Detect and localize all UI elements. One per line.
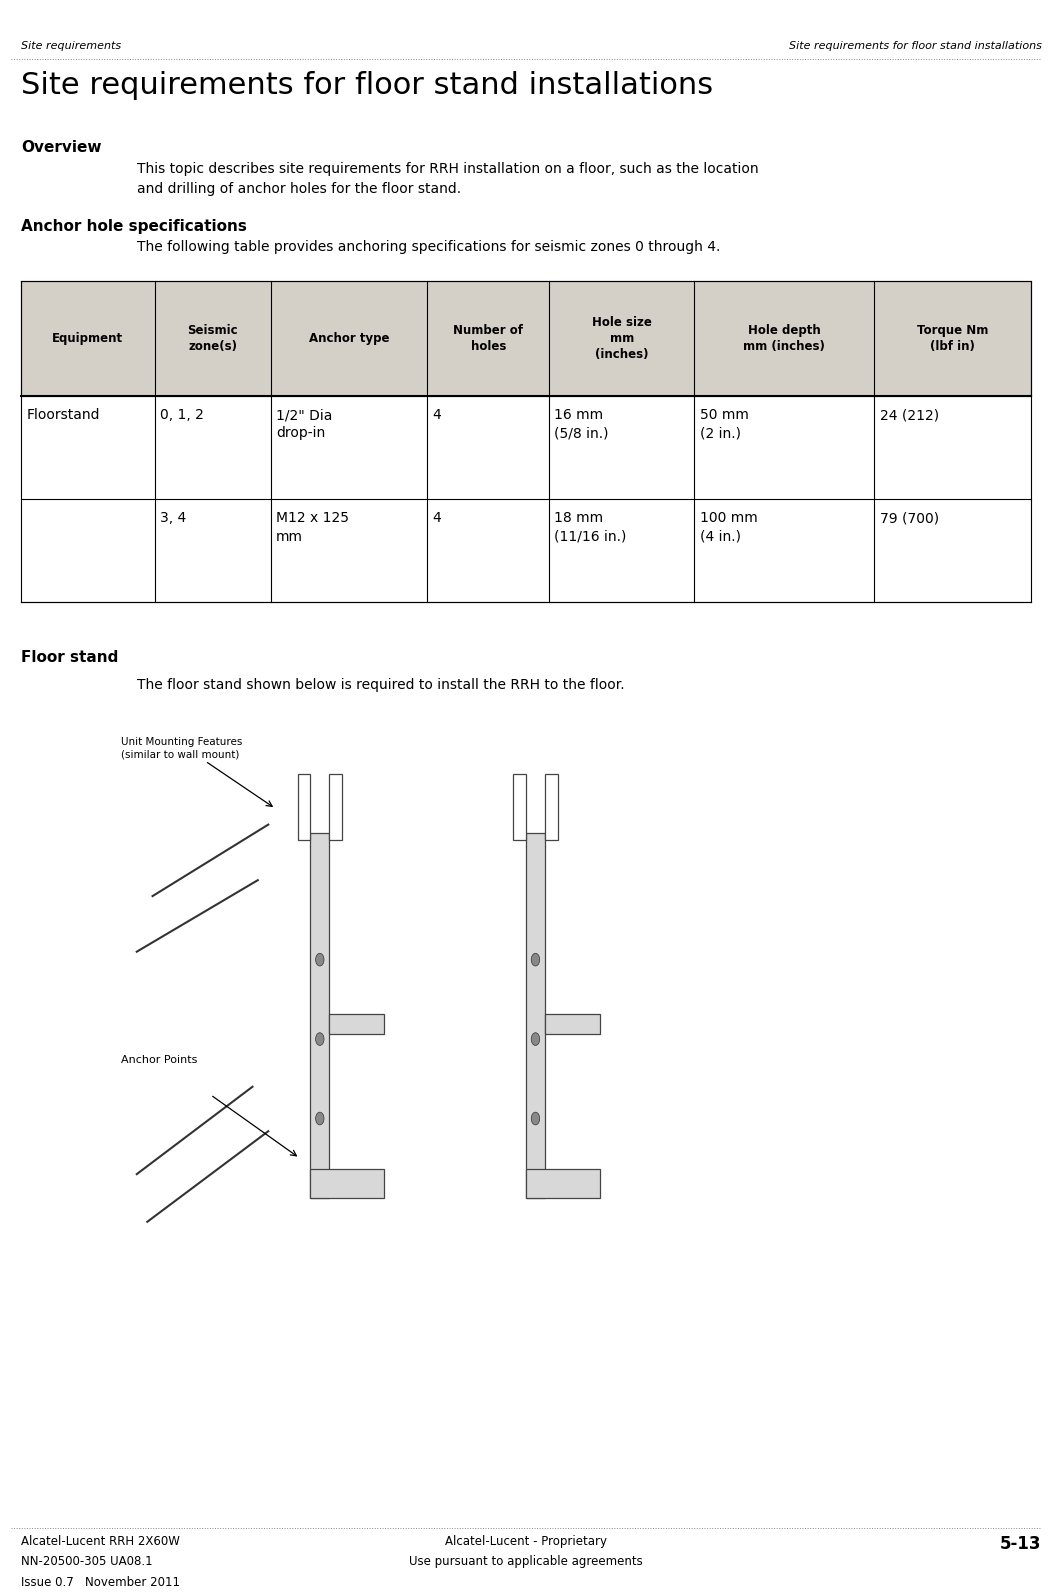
Bar [310,833,329,1197]
Text: Hole size
mm
(inches): Hole size mm (inches) [592,315,651,361]
Text: Alcatel-Lucent - Proprietary: Alcatel-Lucent - Proprietary [445,1535,607,1547]
Text: M12 x 125
mm: M12 x 125 mm [276,511,349,544]
Text: 1/2" Dia
drop-in: 1/2" Dia drop-in [276,408,332,441]
Text: Overview: Overview [21,140,102,154]
Bar [21,282,1031,396]
Text: Use pursuant to applicable agreements: Use pursuant to applicable agreements [409,1555,643,1568]
Text: Anchor Points: Anchor Points [121,1055,198,1065]
Text: Site requirements for floor stand installations: Site requirements for floor stand instal… [789,41,1041,51]
Text: Anchor type: Anchor type [308,331,389,345]
Bar [21,396,1031,498]
Bar [526,833,545,1197]
Bar [545,774,558,841]
Text: The floor stand shown below is required to install the RRH to the floor.: The floor stand shown below is required … [137,678,625,693]
Text: 24 (212): 24 (212) [879,408,938,422]
Circle shape [316,954,324,966]
Text: 4: 4 [432,408,442,422]
Bar [298,774,310,841]
Text: Site requirements: Site requirements [21,41,121,51]
Bar [513,774,526,841]
Text: 5-13: 5-13 [1000,1535,1041,1552]
Text: 16 mm
(5/8 in.): 16 mm (5/8 in.) [554,408,609,441]
Bar [545,1014,600,1033]
Text: Equipment: Equipment [53,331,123,345]
Circle shape [316,1113,324,1126]
Bar [21,498,1031,602]
Bar [329,774,342,841]
Text: Site requirements for floor stand installations: Site requirements for floor stand instal… [21,72,713,100]
Text: Number of
holes: Number of holes [453,323,523,353]
Text: The following table provides anchoring specifications for seismic zones 0 throug: The following table provides anchoring s… [137,240,721,253]
Text: Floor stand: Floor stand [21,650,119,665]
Text: 18 mm
(11/16 in.): 18 mm (11/16 in.) [554,511,627,544]
Text: 100 mm
(4 in.): 100 mm (4 in.) [700,511,757,544]
Text: Issue 0.7   November 2011: Issue 0.7 November 2011 [21,1576,180,1589]
Text: Anchor hole specifications: Anchor hole specifications [21,220,247,234]
Text: Hole depth
mm (inches): Hole depth mm (inches) [744,323,825,353]
Bar [329,1014,384,1033]
Text: NN-20500-305 UA08.1: NN-20500-305 UA08.1 [21,1555,153,1568]
Circle shape [531,1033,540,1046]
Bar [526,1170,600,1197]
Text: Floorstand: Floorstand [26,408,100,422]
Bar [310,1170,384,1197]
Text: 4: 4 [432,511,442,525]
Text: 0, 1, 2: 0, 1, 2 [160,408,204,422]
Circle shape [316,1033,324,1046]
Text: Torque Nm
(lbf in): Torque Nm (lbf in) [917,323,988,353]
Circle shape [531,1113,540,1126]
Text: 50 mm
(2 in.): 50 mm (2 in.) [700,408,748,441]
Text: This topic describes site requirements for RRH installation on a floor, such as : This topic describes site requirements f… [137,162,758,196]
Text: 79 (700): 79 (700) [879,511,938,525]
Circle shape [531,954,540,966]
Text: Alcatel-Lucent RRH 2X60W: Alcatel-Lucent RRH 2X60W [21,1535,180,1547]
Text: Unit Mounting Features
(similar to wall mount): Unit Mounting Features (similar to wall … [121,737,242,759]
Text: 3, 4: 3, 4 [160,511,186,525]
Text: Seismic
zone(s): Seismic zone(s) [187,323,238,353]
